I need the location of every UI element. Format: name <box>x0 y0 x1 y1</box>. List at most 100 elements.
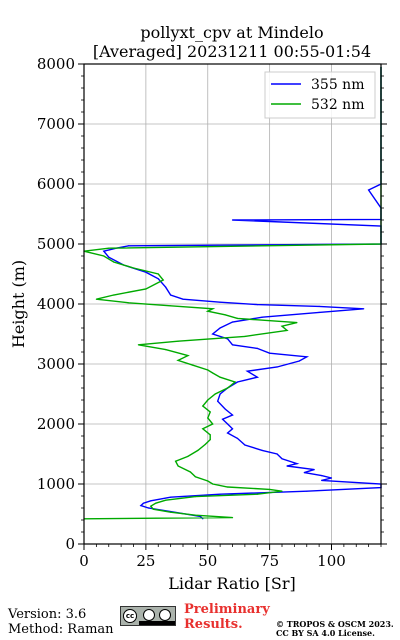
data-point <box>157 278 159 280</box>
y-tick-label: 4000 <box>37 295 75 313</box>
data-point <box>175 460 177 462</box>
data-point <box>256 304 258 306</box>
copyright-line2: CC BY SA 4.0 License. <box>276 628 375 638</box>
data-point <box>194 476 196 478</box>
data-point <box>227 432 229 434</box>
data-point <box>187 455 189 457</box>
copyright-line1: © TROPOS & OSCM 2023. <box>276 619 394 629</box>
data-point <box>236 317 239 319</box>
data-point <box>207 310 209 312</box>
data-point <box>244 444 246 446</box>
data-point <box>231 428 234 430</box>
data-point <box>197 449 199 451</box>
chart-subtitle: [Averaged] 20231211 00:55-01:54 <box>93 42 371 61</box>
data-point <box>155 502 157 504</box>
data-point <box>103 255 105 257</box>
data-point <box>202 428 204 430</box>
data-point <box>209 434 211 436</box>
cc-by-sa-badge: cc <box>120 606 176 626</box>
data-point <box>224 314 226 316</box>
sa-icon <box>159 609 171 621</box>
x-tick-label: 25 <box>136 552 155 570</box>
data-point <box>212 333 214 335</box>
data-point <box>165 349 167 351</box>
data-point <box>177 340 179 342</box>
series-lines <box>83 66 382 520</box>
data-point <box>207 399 209 401</box>
data-point <box>177 359 179 361</box>
data-point <box>204 443 206 445</box>
version-text: Version: 3.6 <box>8 607 87 622</box>
data-point <box>256 347 258 349</box>
data-point <box>298 360 300 362</box>
data-point <box>303 472 305 474</box>
grid-lines <box>83 63 381 545</box>
data-point <box>170 511 172 513</box>
data-point <box>157 273 159 275</box>
data-point <box>261 316 263 318</box>
data-point <box>276 366 278 368</box>
data-point <box>227 387 229 389</box>
data-point <box>224 408 226 410</box>
x-tick-label: 50 <box>198 552 217 570</box>
data-point <box>244 335 246 337</box>
data-point <box>231 414 234 416</box>
data-point <box>150 500 152 502</box>
data-point <box>137 344 139 346</box>
data-point <box>318 311 320 313</box>
data-point <box>231 344 234 346</box>
data-point <box>219 327 221 329</box>
data-point <box>246 370 248 372</box>
data-point <box>113 261 115 263</box>
data-point <box>219 376 221 378</box>
y-tick-label: 0 <box>65 535 75 553</box>
axis-ticks: 0 25 50 75 100010002000300040005000600070008… <box>37 55 387 570</box>
data-point <box>236 437 239 439</box>
data-point <box>147 507 149 509</box>
data-point <box>209 411 211 413</box>
data-point <box>128 302 130 304</box>
data-point <box>269 488 271 490</box>
data-point <box>145 271 147 273</box>
data-point <box>189 471 191 473</box>
data-point <box>165 499 167 501</box>
series-line-355nm <box>102 67 382 520</box>
data-point <box>276 453 278 455</box>
data-point <box>219 301 221 303</box>
data-point <box>286 329 288 331</box>
data-point <box>142 502 144 504</box>
x-tick-label: 100 <box>317 552 346 570</box>
data-point <box>261 449 263 451</box>
data-point <box>363 308 365 310</box>
data-point <box>207 480 209 482</box>
data-point <box>318 305 320 307</box>
data-point <box>108 256 110 258</box>
y-tick-label: 3000 <box>37 355 75 373</box>
y-tick-label: 1000 <box>37 475 75 493</box>
preliminary-line2: Results. <box>184 617 243 632</box>
preliminary-line1: Preliminary <box>184 602 270 617</box>
data-point <box>256 376 258 378</box>
y-tick-label: 6000 <box>37 175 75 193</box>
data-point <box>306 356 308 358</box>
chart-title: pollyxt_cpv at Mindelo <box>140 23 323 42</box>
data-point <box>234 381 236 383</box>
x-tick-label: 0 <box>79 552 89 570</box>
data-point <box>162 279 164 281</box>
data-point <box>140 505 142 507</box>
data-point <box>281 325 283 327</box>
data-point <box>281 490 283 492</box>
y-tick-label: 2000 <box>37 415 75 433</box>
data-point <box>113 294 115 296</box>
data-point <box>231 219 234 221</box>
data-point <box>108 247 110 249</box>
data-point <box>231 517 234 519</box>
data-point <box>170 496 172 498</box>
data-point <box>207 417 209 419</box>
data-point <box>202 405 204 407</box>
data-point <box>209 439 211 441</box>
data-point <box>194 514 196 516</box>
by-icon <box>143 609 155 621</box>
data-point <box>269 352 271 354</box>
